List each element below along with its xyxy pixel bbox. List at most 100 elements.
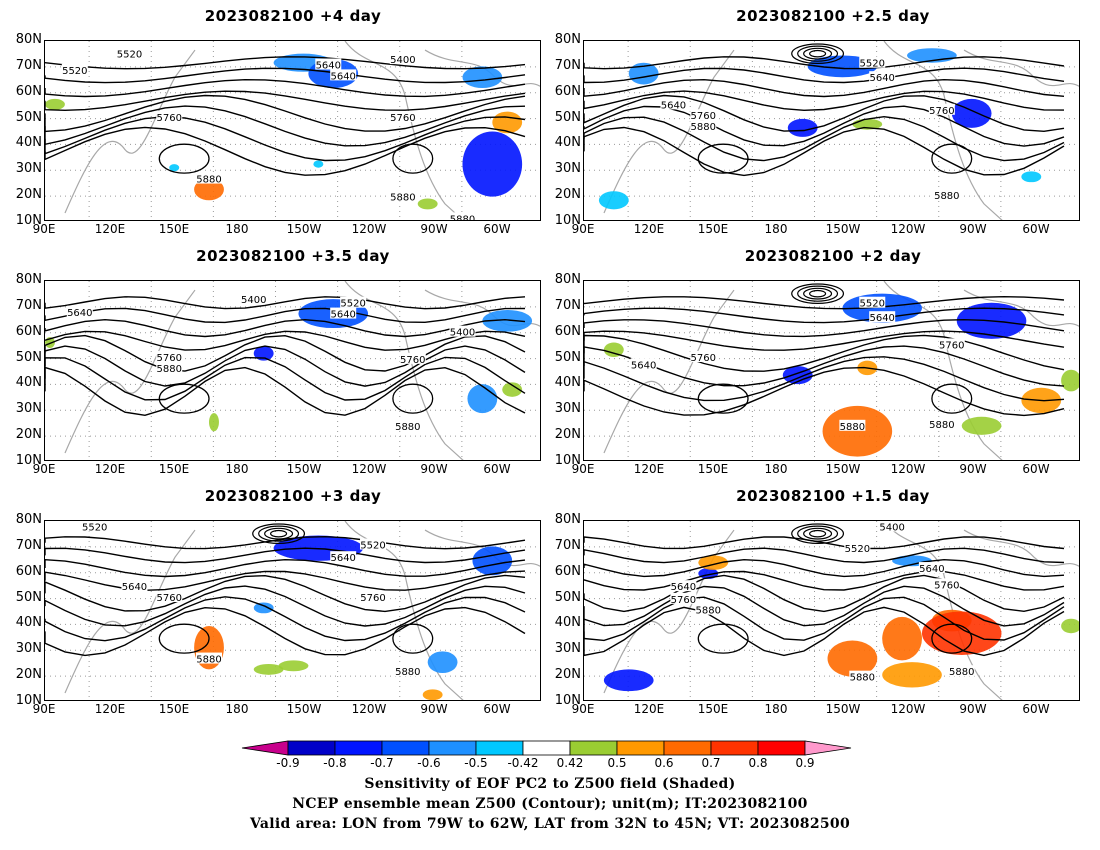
lat-label: 80N — [15, 32, 42, 47]
lon-label: 90E — [571, 222, 595, 236]
contour-label: 5640 — [918, 562, 945, 575]
z500-contour — [392, 623, 434, 654]
lat-label: 50N — [554, 109, 581, 125]
contour-label-text: 5760 — [360, 593, 385, 604]
z500-contour — [45, 345, 526, 387]
contour-label: 5640 — [330, 307, 357, 321]
lon-label: 150W — [825, 702, 861, 716]
contour-label: 5760 — [360, 591, 387, 604]
contour-label: 5640 — [315, 58, 342, 72]
contour-label-text: 5760 — [157, 593, 182, 604]
lat-label: 60N — [554, 83, 581, 99]
lat-label: 60N — [554, 323, 581, 339]
lat-label: 40N — [554, 375, 581, 391]
lat-label: 70N — [15, 297, 42, 313]
lat-label: 70N — [15, 537, 42, 553]
sensitivity-shading — [417, 198, 438, 210]
contour-label: 5760 — [156, 591, 183, 604]
lon-label: 180 — [225, 222, 249, 236]
sensitivity-shading — [827, 640, 878, 677]
panel-title: 2023082100 +2 day — [744, 247, 922, 265]
contour-label: 5880 — [196, 652, 223, 666]
sensitivity-shading — [961, 416, 1002, 435]
z500-low-contour — [803, 287, 833, 300]
caption-line1: Sensitivity of EOF PC2 to Z500 field (Sh… — [364, 776, 736, 792]
contour-label: 5760 — [928, 103, 955, 117]
lat-label: 20N — [554, 667, 581, 683]
coastline-asia — [64, 289, 196, 454]
lat-label: 60N — [15, 323, 42, 339]
lat-label: 30N — [15, 641, 42, 657]
z500-low-contour — [809, 289, 827, 298]
z500-contour — [931, 623, 973, 654]
contour-label: 5640 — [66, 305, 93, 319]
contour-label: 5640 — [330, 69, 357, 82]
colorbar-segment — [428, 740, 477, 756]
contour-label-text: 5520 — [845, 544, 870, 555]
contour-label-text: 5640 — [919, 564, 944, 575]
contour-label: 5520 — [360, 538, 387, 552]
lat-label: 70N — [554, 537, 581, 553]
z500-low-contour — [264, 527, 294, 540]
lon-label: 90E — [32, 702, 56, 716]
z500-contour — [697, 383, 749, 414]
contour-label: 5520 — [844, 542, 871, 555]
panel-title: 2023082100 +3.5 day — [196, 247, 390, 265]
contour-label-text: 5640 — [661, 100, 686, 111]
lat-label: 40N — [554, 615, 581, 631]
lon-label: 180 — [764, 702, 788, 716]
contour-label: 5880 — [394, 665, 421, 678]
lat-label: 10N — [15, 693, 42, 708]
z500-low-contour — [809, 49, 827, 58]
sensitivity-shading — [45, 98, 65, 110]
colorbar-segment — [663, 740, 712, 756]
lat-label: 70N — [15, 57, 42, 73]
contour-label-text: 5640 — [122, 582, 147, 593]
contour-label: 5520 — [81, 521, 108, 533]
lat-label: 80N — [15, 512, 42, 527]
lon-label: 60W — [1022, 222, 1050, 236]
map-panel: 5520 5640 5640 5760 5760 5880 5880 — [583, 280, 1080, 461]
lon-label: 150E — [158, 462, 190, 476]
lon-label: 60W — [483, 702, 511, 716]
z500-contour — [45, 585, 526, 627]
z500-contour — [45, 570, 526, 592]
z500-low-contour — [803, 47, 833, 60]
contour-label-text: 5640 — [67, 308, 92, 319]
z500-contour — [584, 330, 1065, 351]
z500-contour — [158, 383, 210, 414]
contour-label-text: 5760 — [929, 106, 954, 117]
lat-label: 50N — [15, 349, 42, 365]
sensitivity-shading — [502, 382, 523, 397]
panel-title: 2023082100 +1.5 day — [736, 487, 930, 505]
contour-label: 5520 — [340, 296, 367, 310]
lon-label: 120E — [633, 462, 665, 476]
contour-label-text: 5880 — [157, 364, 182, 375]
sensitivity-shading — [462, 66, 503, 89]
contour-label: 5760 — [690, 351, 717, 364]
map-canvas: 5520 5520 5640 5640 5760 5760 5880 5880 — [45, 521, 540, 700]
z500-contour — [392, 383, 434, 414]
lon-label: 150E — [158, 222, 190, 236]
z500-contour — [45, 56, 526, 70]
z500-low-contour — [791, 523, 845, 544]
z500-contour — [45, 356, 526, 401]
contour-label-text: 5880 — [840, 422, 865, 433]
colorbar-tick-label: -0.6 — [417, 756, 441, 770]
map-panel: 5520 5640 5520 5640 5400 5760 5760 5880 5880 5880 — [44, 40, 541, 221]
contour-label-text: 5880 — [196, 175, 221, 186]
sensitivity-shading — [253, 346, 274, 361]
lat-label: 10N — [15, 213, 42, 228]
lat-label: 40N — [15, 135, 42, 151]
contour-label-text: 5400 — [879, 522, 904, 533]
lat-label: 20N — [554, 187, 581, 203]
lat-label: 60N — [554, 563, 581, 579]
lon-label: 60W — [1022, 702, 1050, 716]
contour-label-text: 5520 — [340, 299, 365, 310]
contour-label-text: 5760 — [691, 111, 716, 122]
contour-label-text: 5760 — [691, 353, 716, 364]
lon-label: 90W — [959, 222, 987, 236]
contour-label: 5400 — [449, 325, 476, 339]
z500-low-contour — [791, 283, 845, 304]
